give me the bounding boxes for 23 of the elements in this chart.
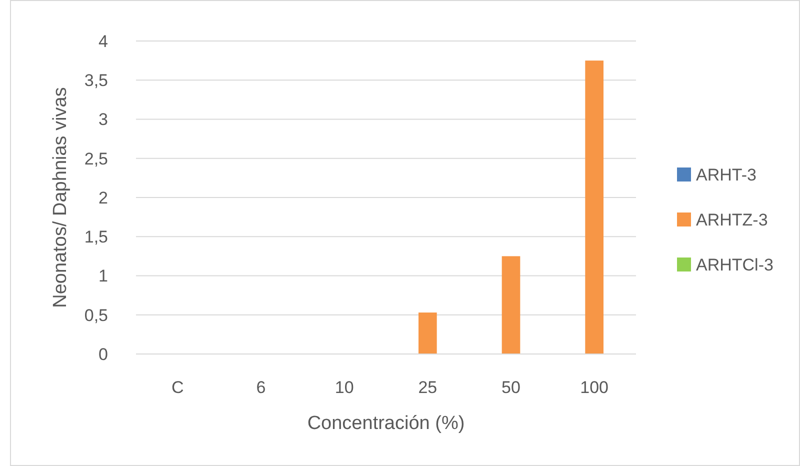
y-axis-title: Neonatos/ Daphnias vivas	[50, 87, 71, 308]
legend-label: ARHTZ-3	[696, 210, 768, 230]
y-tick-label: 2	[98, 188, 108, 208]
y-tick-label: 3	[98, 110, 108, 130]
x-axis-title: Concentración (%)	[307, 413, 465, 434]
x-tick-label: 50	[502, 378, 520, 397]
y-tick-label: 1	[98, 266, 108, 286]
bar	[418, 312, 437, 354]
x-tick-label: 10	[334, 378, 354, 397]
legend-label: ARHTCl-3	[696, 255, 774, 274]
x-tick-label: 100	[580, 378, 609, 397]
x-tick-label: 25	[418, 378, 438, 397]
y-tick-label: 2,5	[84, 149, 108, 168]
x-tick-label: C	[172, 378, 184, 397]
bar	[585, 60, 604, 354]
y-tick-label: 4	[98, 32, 108, 51]
y-tick-label: 0,5	[84, 306, 108, 325]
bar	[502, 256, 520, 354]
y-tick-label: 3,5	[84, 71, 108, 90]
y-tick-label: 1,5	[84, 228, 108, 247]
legend-label: ARHT-3	[696, 165, 756, 184]
y-tick-label: 0	[98, 344, 108, 364]
x-tick-label: 6	[256, 378, 266, 397]
